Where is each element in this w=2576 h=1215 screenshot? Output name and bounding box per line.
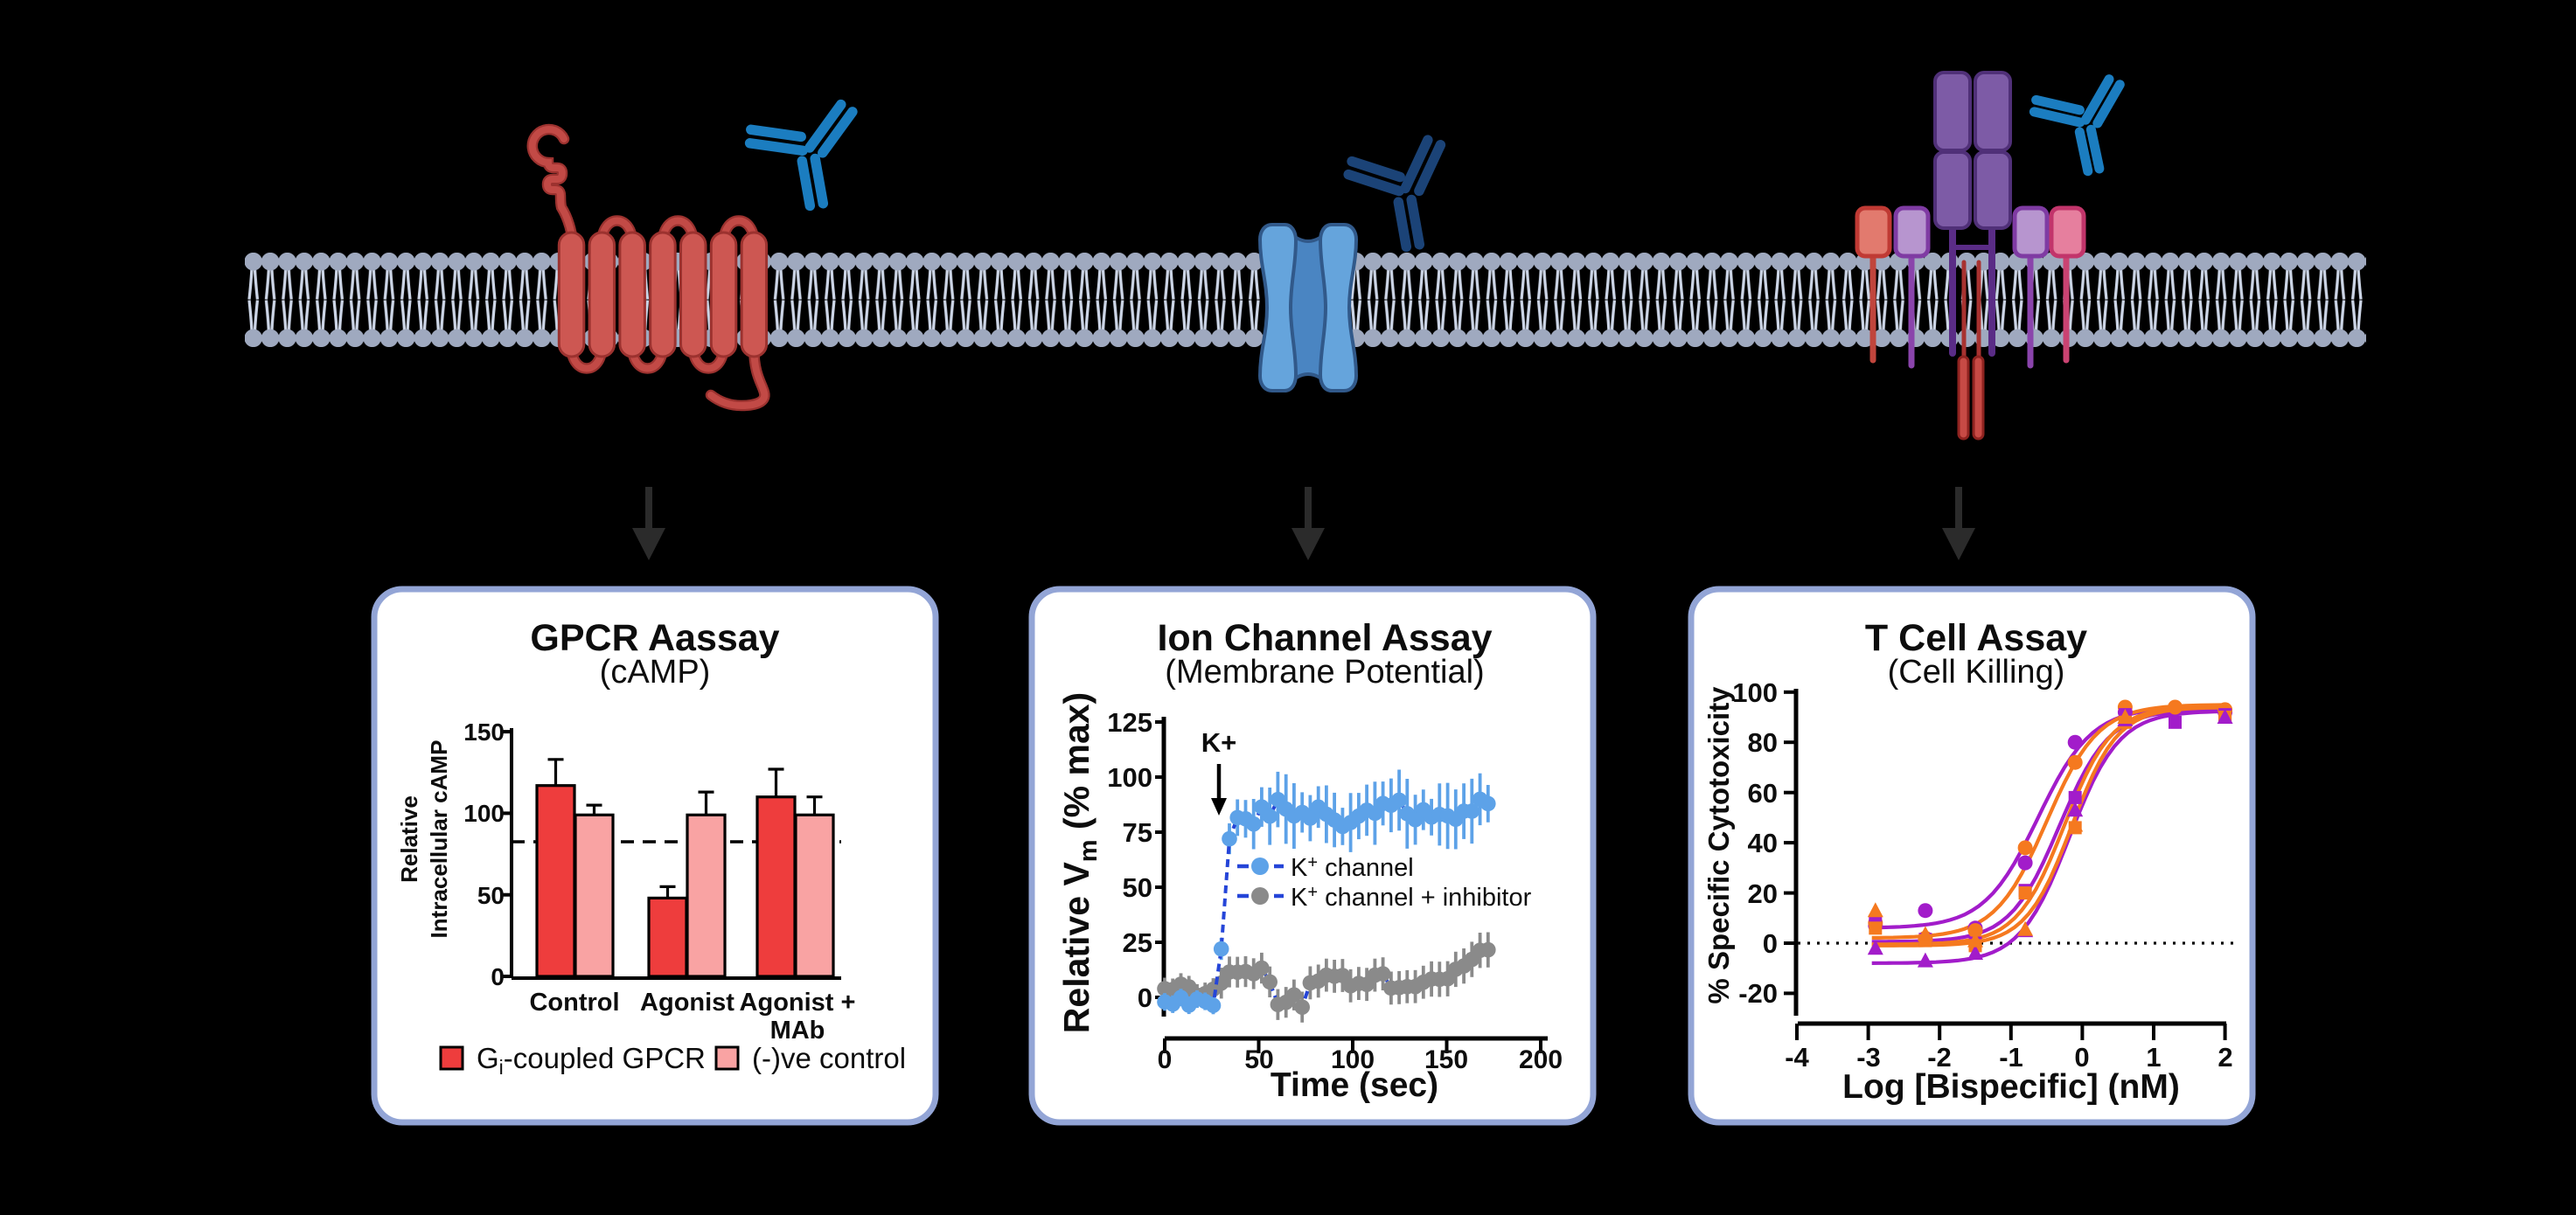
svg-text:0: 0 <box>1138 982 1152 1013</box>
svg-text:25: 25 <box>1123 927 1152 958</box>
svg-text:Intracellular cAMP: Intracellular cAMP <box>426 740 452 939</box>
svg-text:-4: -4 <box>1785 1042 1809 1073</box>
svg-text:100: 100 <box>463 800 505 827</box>
svg-text:0: 0 <box>491 963 505 990</box>
svg-text:100: 100 <box>1107 762 1152 793</box>
svg-text:50: 50 <box>477 882 505 909</box>
svg-text:150: 150 <box>463 719 505 746</box>
svg-text:125: 125 <box>1107 707 1152 738</box>
svg-text:Agonist +: Agonist + <box>740 989 856 1017</box>
svg-text:-1: -1 <box>1999 1042 2023 1073</box>
svg-text:-3: -3 <box>1856 1042 1881 1073</box>
svg-text:Gi-coupled GPCR: Gi-coupled GPCR <box>477 1042 706 1079</box>
svg-text:(Membrane Potential): (Membrane Potential) <box>1165 654 1484 691</box>
svg-text:50: 50 <box>1244 1045 1273 1074</box>
svg-text:% Specific Cytotoxicity: % Specific Cytotoxicity <box>1702 686 1735 1004</box>
svg-text:100: 100 <box>1732 677 1778 708</box>
svg-text:150: 150 <box>1424 1045 1468 1074</box>
svg-text:2: 2 <box>2217 1042 2232 1073</box>
svg-text:K+ channel: K+ channel <box>1291 853 1414 882</box>
svg-text:60: 60 <box>1748 778 1778 809</box>
svg-text:Ion Channel Assay: Ion Channel Assay <box>1157 617 1492 659</box>
svg-text:T Cell Assay: T Cell Assay <box>1865 617 2087 659</box>
svg-text:Control: Control <box>529 989 619 1017</box>
svg-text:75: 75 <box>1123 817 1152 848</box>
svg-text:Time (sec): Time (sec) <box>1271 1066 1438 1104</box>
svg-text:50: 50 <box>1123 872 1152 903</box>
svg-text:100: 100 <box>1331 1045 1375 1074</box>
svg-text:0: 0 <box>1158 1045 1173 1074</box>
svg-text:Relative: Relative <box>396 795 422 883</box>
svg-text:GPCR Aassay: GPCR Aassay <box>530 617 779 659</box>
svg-text:1: 1 <box>2146 1042 2161 1073</box>
svg-text:0: 0 <box>2074 1042 2089 1073</box>
svg-text:20: 20 <box>1748 878 1778 909</box>
svg-text:MAb: MAb <box>770 1017 825 1045</box>
svg-text:K+: K+ <box>1201 727 1237 758</box>
svg-text:Relative Vm (% max): Relative Vm (% max) <box>1056 692 1103 1033</box>
svg-text:Agonist: Agonist <box>640 989 735 1017</box>
svg-text:40: 40 <box>1748 828 1778 858</box>
svg-text:Log [Bispecific] (nM): Log [Bispecific] (nM) <box>1842 1068 2180 1106</box>
svg-text:(cAMP): (cAMP) <box>600 654 711 691</box>
svg-text:(-)ve control: (-)ve control <box>752 1042 906 1074</box>
svg-text:-20: -20 <box>1738 978 1778 1009</box>
svg-text:0: 0 <box>1763 928 1778 959</box>
svg-text:80: 80 <box>1748 727 1778 758</box>
svg-text:(Cell Killing): (Cell Killing) <box>1888 654 2065 691</box>
svg-text:200: 200 <box>1519 1045 1563 1074</box>
svg-text:-2: -2 <box>1927 1042 1952 1073</box>
svg-text:K+ channel + inhibitor: K+ channel + inhibitor <box>1291 883 1532 912</box>
